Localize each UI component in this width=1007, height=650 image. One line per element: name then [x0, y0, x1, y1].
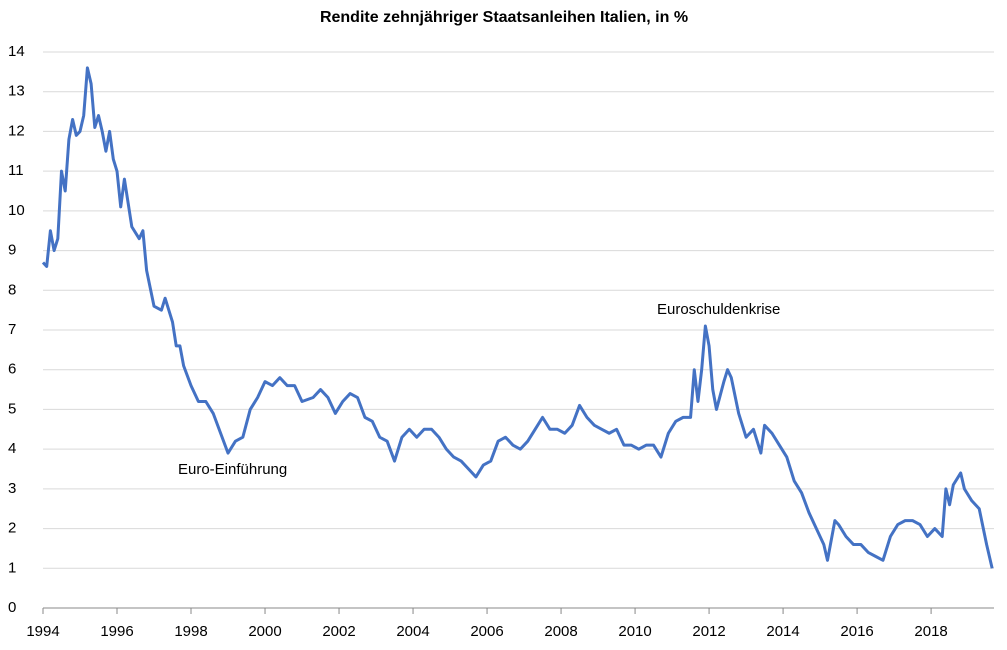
y-tick-label: 3: [8, 480, 16, 497]
x-tick-label: 2000: [248, 623, 281, 640]
x-tick-label: 1996: [100, 623, 133, 640]
x-tick-label: 1994: [26, 623, 59, 640]
x-tick-label: 2014: [766, 623, 799, 640]
y-tick-label: 9: [8, 242, 16, 259]
x-tick-label: 2002: [322, 623, 355, 640]
y-tick-label: 12: [8, 122, 25, 139]
x-tick-label: 2012: [692, 623, 725, 640]
y-tick-label: 13: [8, 83, 25, 100]
chart-title: Rendite zehnjähriger Staatsanleihen Ital…: [320, 9, 688, 26]
x-tick-label: 2004: [396, 623, 429, 640]
x-tick-label: 1998: [174, 623, 207, 640]
y-tick-label: 0: [8, 599, 16, 616]
line: [41, 66, 994, 569]
x-tick-label: 2016: [840, 623, 873, 640]
y-tick-label: 6: [8, 361, 16, 378]
annotation: Euro-Einführung: [178, 461, 287, 478]
y-tick-label: 2: [8, 520, 16, 537]
x-tick-label: 2006: [470, 623, 503, 640]
x-tick-label: 2018: [914, 623, 947, 640]
y-tick-label: 14: [8, 43, 25, 60]
y-tick-label: 4: [8, 440, 16, 457]
annotation: Euroschuldenkrise: [657, 301, 780, 318]
y-tick-label: 5: [8, 400, 16, 417]
y-tick-label: 7: [8, 321, 16, 338]
y-tick-label: 11: [8, 162, 24, 179]
y-tick-label: 1: [8, 559, 16, 576]
y-tick-label: 8: [8, 281, 16, 298]
y-tick-label: 10: [8, 202, 25, 219]
x-tick-label: 2010: [618, 623, 651, 640]
x-tick-label: 2008: [544, 623, 577, 640]
